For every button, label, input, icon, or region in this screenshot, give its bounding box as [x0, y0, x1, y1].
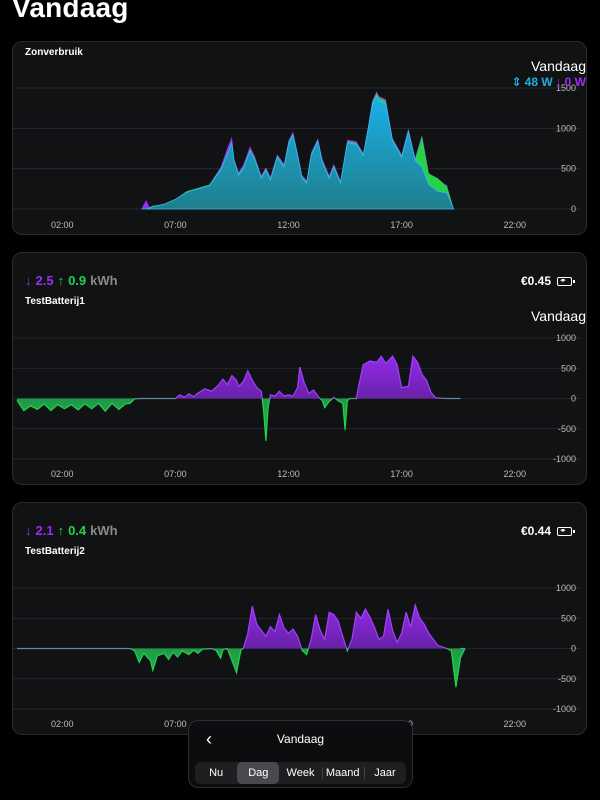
- x-tick-label: 17:00: [390, 469, 413, 479]
- battery1-discharged: 0.9: [68, 273, 87, 288]
- battery1-price: €0.45: [520, 274, 575, 288]
- x-tick-label: 02:00: [51, 220, 74, 230]
- x-tick-label: 02:00: [51, 719, 74, 729]
- battery-charging-icon: [557, 526, 575, 536]
- y-tick-label: 0: [571, 394, 576, 404]
- charge-arrow-icon: ↓: [25, 273, 32, 288]
- charge-area: [17, 356, 459, 399]
- solar-card-label: Zonverbruik: [25, 47, 83, 58]
- x-tick-label: 12:00: [277, 469, 300, 479]
- discharge-line: [17, 648, 466, 688]
- y-tick-label: 500: [561, 613, 576, 623]
- battery1-charged: 2.5: [35, 273, 54, 288]
- solar-chart-card: 0 500 1000 1500 02:00 07:00 12:00 17:00 22:00 Zo…: [12, 41, 587, 235]
- x-tick-label: 07:00: [164, 220, 187, 230]
- battery2-chart: -1000-5000500100002:0007:0012:0017:0022:…: [13, 583, 580, 729]
- solar-chart: 0 500 1000 1500 02:00 07:00 12:00 17:00 22:00: [13, 83, 580, 230]
- period-option-dag[interactable]: Dag: [237, 762, 280, 784]
- charge-arrow-icon: ↓: [555, 75, 562, 89]
- battery1-chart: -1000 -500 0 500 1000 02:00 07:00 12:00 17:00 22:…: [13, 333, 580, 479]
- y-tick-label: -1000: [553, 454, 576, 464]
- battery1-period-label: Vandaag: [530, 308, 586, 324]
- x-tick-label: 17:00: [390, 220, 413, 230]
- y-tick-label: 500: [561, 164, 576, 174]
- charge-line: [134, 354, 459, 399]
- period-option-week[interactable]: Week: [286, 767, 315, 779]
- battery1-unit: kWh: [90, 273, 118, 288]
- battery2-label: TestBatterij2: [25, 546, 85, 557]
- y-tick-label: -1000: [553, 704, 576, 714]
- y-tick-label: 0: [571, 644, 576, 654]
- period-option-jaar[interactable]: Jaar: [363, 762, 406, 784]
- series-solar-area: [141, 95, 455, 210]
- charge-line: [17, 602, 465, 649]
- battery1-stats: ↓ 2.5 ↑ 0.9 kWh: [25, 273, 118, 288]
- x-tick-label: 12:00: [277, 220, 300, 230]
- solar-legend: ⇕ 48 W ↓ 0 W: [512, 75, 586, 89]
- x-tick-label: 07:00: [164, 719, 187, 729]
- x-tick-label: 07:00: [164, 469, 187, 479]
- battery2-charged: 2.1: [35, 523, 54, 538]
- discharge-area: [17, 398, 459, 441]
- y-tick-label: -500: [558, 674, 576, 684]
- battery-charging-icon: [557, 276, 575, 286]
- y-tick-label: 1500: [556, 83, 576, 93]
- period-navigator: ‹ Vandaag Nu Dag Week Maand Jaar: [188, 720, 413, 788]
- x-tick-label: 22:00: [503, 220, 526, 230]
- y-tick-label: -500: [558, 424, 576, 434]
- battery2-chart-card: -1000-5000500100002:0007:0012:0017:0022:…: [12, 502, 587, 735]
- solar-period-label: Vandaag: [530, 58, 586, 74]
- battery2-stats: ↓ 2.1 ↑ 0.4 kWh: [25, 523, 118, 538]
- battery1-price-value: €0.45: [520, 274, 551, 288]
- y-tick-label: 1000: [556, 123, 576, 133]
- x-tick-label: 02:00: [51, 469, 74, 479]
- period-option-nu[interactable]: Nu: [209, 767, 224, 779]
- charge-area: [17, 604, 465, 649]
- y-tick-label: 0: [571, 204, 576, 214]
- battery2-price-value: €0.44: [520, 524, 551, 538]
- discharge-line: [16, 398, 459, 441]
- y-tick-label: 1000: [556, 583, 576, 593]
- y-tick-label: 500: [561, 363, 576, 373]
- battery1-chart-card: -1000 -500 0 500 1000 02:00 07:00 12:00 17:00 22:…: [12, 252, 587, 485]
- charge-arrow-icon: ↓: [25, 523, 32, 538]
- charge-power-value: 0 W: [564, 75, 586, 89]
- discharge-arrow-icon: ↑: [57, 273, 65, 288]
- battery1-label: TestBatterij1: [25, 296, 85, 307]
- solar-power-value: 48 W: [524, 75, 553, 89]
- period-title: Vandaag: [276, 732, 325, 746]
- battery2-discharged: 0.4: [68, 523, 87, 538]
- x-tick-label: 22:00: [503, 719, 526, 729]
- y-tick-label: 1000: [556, 333, 576, 343]
- period-segmented-control: Nu Dag Week Maand Jaar: [195, 762, 406, 784]
- page-title: Vandaag: [12, 0, 129, 23]
- back-chevron-icon[interactable]: ‹: [206, 729, 212, 749]
- solar-arrows-icon: ⇕: [511, 75, 522, 89]
- discharge-arrow-icon: ↑: [57, 523, 65, 538]
- x-tick-label: 22:00: [503, 469, 526, 479]
- battery2-price: €0.44: [520, 524, 575, 538]
- period-option-maand[interactable]: Maand: [321, 762, 364, 784]
- battery2-unit: kWh: [90, 523, 118, 538]
